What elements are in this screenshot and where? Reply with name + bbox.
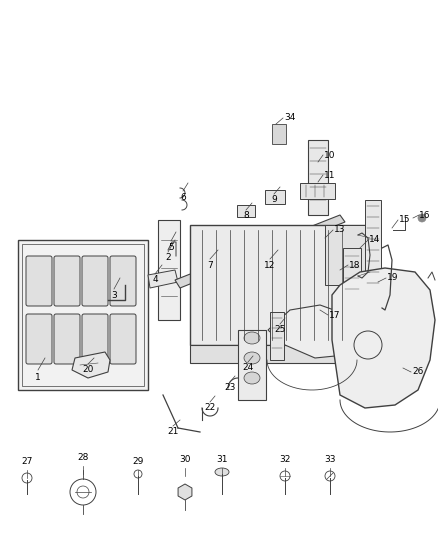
FancyBboxPatch shape — [308, 140, 328, 215]
Text: 28: 28 — [78, 454, 88, 463]
FancyBboxPatch shape — [82, 314, 108, 364]
Polygon shape — [175, 215, 345, 288]
Text: 19: 19 — [387, 273, 399, 282]
Text: 27: 27 — [21, 457, 33, 466]
Text: 32: 32 — [279, 456, 291, 464]
Text: 22: 22 — [205, 403, 215, 413]
Text: 8: 8 — [243, 212, 249, 221]
FancyBboxPatch shape — [26, 314, 52, 364]
Polygon shape — [148, 270, 178, 288]
Text: 14: 14 — [369, 236, 381, 245]
FancyBboxPatch shape — [82, 256, 108, 306]
Text: 26: 26 — [412, 367, 424, 376]
Polygon shape — [332, 268, 435, 408]
Text: 10: 10 — [324, 150, 336, 159]
Bar — [272, 124, 286, 144]
Ellipse shape — [244, 352, 260, 364]
Text: 11: 11 — [324, 171, 336, 180]
Text: 15: 15 — [399, 215, 411, 224]
Text: 21: 21 — [167, 427, 179, 437]
FancyBboxPatch shape — [54, 256, 80, 306]
FancyBboxPatch shape — [110, 256, 136, 306]
Bar — [325, 225, 365, 285]
FancyBboxPatch shape — [238, 330, 266, 400]
Text: 7: 7 — [207, 261, 213, 270]
Bar — [158, 220, 180, 320]
Bar — [237, 205, 255, 217]
Text: 12: 12 — [264, 261, 276, 270]
Text: 9: 9 — [271, 196, 277, 205]
Ellipse shape — [215, 468, 229, 476]
Text: 18: 18 — [349, 261, 361, 270]
Circle shape — [418, 214, 426, 222]
Text: 23: 23 — [224, 384, 236, 392]
Text: 1: 1 — [35, 374, 41, 383]
Text: 34: 34 — [284, 114, 296, 123]
Text: 20: 20 — [82, 366, 94, 375]
Bar — [365, 200, 381, 300]
FancyBboxPatch shape — [26, 256, 52, 306]
Text: 25: 25 — [274, 326, 286, 335]
FancyBboxPatch shape — [110, 314, 136, 364]
Polygon shape — [72, 352, 110, 378]
FancyBboxPatch shape — [300, 183, 335, 199]
Text: 33: 33 — [324, 456, 336, 464]
Text: 16: 16 — [419, 211, 431, 220]
FancyBboxPatch shape — [18, 240, 148, 390]
FancyBboxPatch shape — [190, 225, 365, 345]
Text: 31: 31 — [216, 456, 228, 464]
FancyBboxPatch shape — [54, 314, 80, 364]
Text: 4: 4 — [152, 276, 158, 285]
Text: 17: 17 — [329, 311, 341, 319]
Text: 6: 6 — [180, 192, 186, 201]
Polygon shape — [178, 484, 192, 500]
Text: 13: 13 — [334, 225, 346, 235]
Ellipse shape — [244, 332, 260, 344]
Text: 5: 5 — [168, 243, 174, 252]
Text: 24: 24 — [242, 364, 254, 373]
Bar — [343, 248, 361, 303]
Bar — [270, 312, 284, 360]
Bar — [265, 190, 285, 204]
Ellipse shape — [244, 372, 260, 384]
Polygon shape — [268, 305, 355, 358]
Text: 2: 2 — [165, 254, 171, 262]
Text: 3: 3 — [111, 290, 117, 300]
Bar — [190, 345, 365, 363]
Text: 30: 30 — [179, 456, 191, 464]
Text: 29: 29 — [132, 457, 144, 466]
